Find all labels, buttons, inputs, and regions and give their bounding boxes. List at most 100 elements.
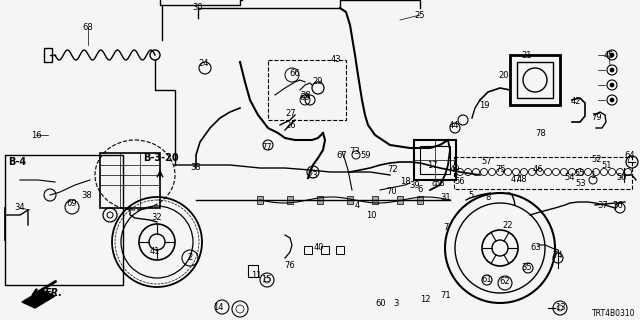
Text: 36: 36 <box>612 201 623 210</box>
Circle shape <box>610 53 614 57</box>
Text: 78: 78 <box>536 129 547 138</box>
Text: TRT4B0310: TRT4B0310 <box>591 308 635 317</box>
Text: 12: 12 <box>420 294 430 303</box>
Text: B-3-20: B-3-20 <box>143 153 179 163</box>
Text: 43: 43 <box>331 55 341 65</box>
Bar <box>454 157 632 189</box>
Text: 4: 4 <box>355 201 360 210</box>
Bar <box>420 146 450 174</box>
Text: 59: 59 <box>361 150 371 159</box>
Text: 15: 15 <box>260 276 271 284</box>
Text: 45: 45 <box>604 51 614 60</box>
Text: 56: 56 <box>454 178 465 187</box>
Text: 35: 35 <box>522 262 532 271</box>
Bar <box>321 246 329 254</box>
Text: 48: 48 <box>516 175 527 185</box>
Text: 57: 57 <box>482 157 492 166</box>
Text: 65: 65 <box>300 92 310 101</box>
Text: 2: 2 <box>188 253 193 262</box>
Text: 50: 50 <box>617 172 627 181</box>
Text: 8: 8 <box>485 193 491 202</box>
Text: 26: 26 <box>285 122 296 131</box>
Text: 5: 5 <box>468 190 474 199</box>
Text: 63: 63 <box>531 244 541 252</box>
Text: 41: 41 <box>150 247 160 257</box>
Text: 20: 20 <box>499 71 509 81</box>
Text: 19: 19 <box>479 100 489 109</box>
Text: 7: 7 <box>444 223 449 233</box>
Text: 30: 30 <box>193 4 204 12</box>
Text: 11: 11 <box>251 271 261 281</box>
Text: 52: 52 <box>592 156 602 164</box>
Bar <box>5 155 123 285</box>
Text: 39: 39 <box>410 180 420 189</box>
Text: 76: 76 <box>285 260 296 269</box>
Text: 70: 70 <box>387 188 397 196</box>
Bar <box>44 48 52 62</box>
Text: 9: 9 <box>431 180 436 189</box>
Bar <box>268 60 346 120</box>
Bar <box>414 140 456 180</box>
Text: 16: 16 <box>31 131 42 140</box>
Bar <box>347 196 353 204</box>
Bar <box>417 196 423 204</box>
Text: 24: 24 <box>199 59 209 68</box>
Circle shape <box>610 98 614 102</box>
Bar <box>257 196 263 204</box>
Text: 3: 3 <box>394 299 399 308</box>
Text: 14: 14 <box>212 302 223 311</box>
Text: 53: 53 <box>576 179 586 188</box>
Text: 44: 44 <box>449 121 460 130</box>
Text: 21: 21 <box>522 51 532 60</box>
Bar <box>287 196 293 204</box>
Bar <box>336 246 344 254</box>
Circle shape <box>610 68 614 72</box>
Bar <box>248 265 258 277</box>
Text: B-4: B-4 <box>8 157 26 167</box>
Text: 73: 73 <box>349 148 360 156</box>
Text: 58: 58 <box>435 179 445 188</box>
Text: 31: 31 <box>441 194 451 203</box>
Text: 10: 10 <box>365 212 376 220</box>
Text: 34: 34 <box>15 204 26 212</box>
Text: 68: 68 <box>83 23 93 33</box>
Text: 51: 51 <box>602 161 612 170</box>
Text: 29: 29 <box>313 77 323 86</box>
Text: FR.: FR. <box>45 288 63 298</box>
Text: 62: 62 <box>500 277 510 286</box>
Text: 32: 32 <box>152 213 163 222</box>
Text: 61: 61 <box>482 276 492 284</box>
Text: 22: 22 <box>503 220 513 229</box>
Text: 37: 37 <box>598 201 609 210</box>
Circle shape <box>610 83 614 87</box>
Text: 28: 28 <box>301 91 311 100</box>
Text: 64: 64 <box>625 150 636 159</box>
Bar <box>317 196 323 204</box>
Bar <box>304 246 312 254</box>
Text: 72: 72 <box>388 165 398 174</box>
Text: 66: 66 <box>290 68 300 77</box>
Text: 27: 27 <box>285 108 296 117</box>
Text: 54: 54 <box>564 172 575 181</box>
Text: 47: 47 <box>511 175 522 185</box>
Polygon shape <box>22 290 55 308</box>
Text: 69: 69 <box>67 198 77 207</box>
Text: 67: 67 <box>337 150 348 159</box>
Text: 23: 23 <box>308 171 318 180</box>
Text: 25: 25 <box>415 11 425 20</box>
Text: 33: 33 <box>191 164 202 172</box>
Bar <box>100 153 160 208</box>
Text: 40: 40 <box>314 243 324 252</box>
Text: 55: 55 <box>575 170 585 179</box>
Text: 38: 38 <box>82 190 92 199</box>
Bar <box>372 196 378 204</box>
Text: 75: 75 <box>496 165 506 174</box>
Text: 13: 13 <box>555 302 565 311</box>
Text: 1: 1 <box>590 171 596 180</box>
Text: 77: 77 <box>262 142 273 151</box>
Text: 17: 17 <box>427 161 437 170</box>
Text: 18: 18 <box>400 178 410 187</box>
Text: 71: 71 <box>441 292 451 300</box>
Text: 79: 79 <box>592 114 602 123</box>
Bar <box>510 55 560 105</box>
